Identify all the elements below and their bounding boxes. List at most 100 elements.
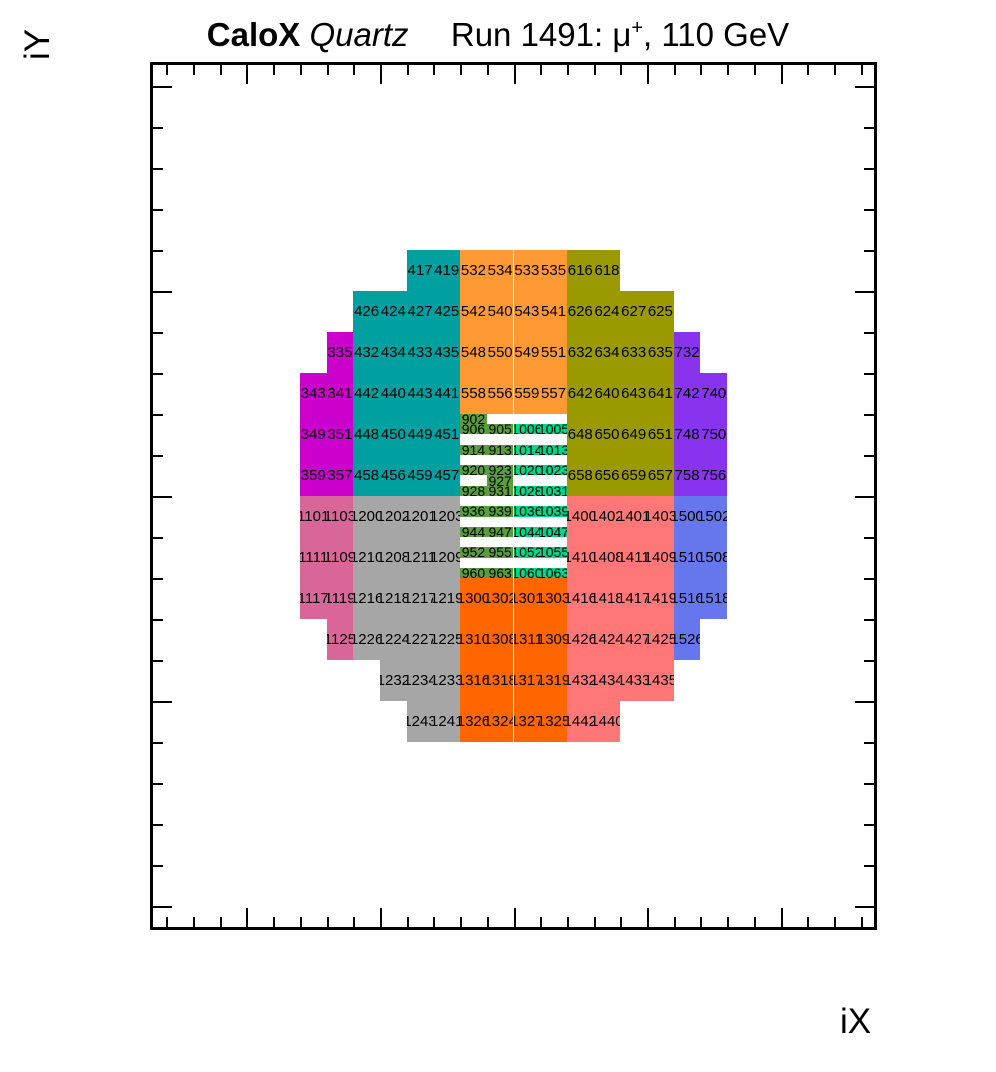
calo-cell-1013: 1013 xyxy=(540,444,567,455)
calo-cell-label: 635 xyxy=(647,343,673,361)
calo-cell-label: 1309 xyxy=(540,631,567,649)
calo-cell-label: 549 xyxy=(514,343,540,361)
calo-cell-1052: 1052 xyxy=(513,547,541,558)
calo-cell-955: 955 xyxy=(486,547,514,558)
axis-tick xyxy=(153,701,172,704)
calo-cell-920: 920 xyxy=(460,465,487,476)
calo-cell-label: 541 xyxy=(541,302,567,320)
axis-tick xyxy=(433,917,436,927)
axis-tick xyxy=(153,824,163,827)
calo-cell-1425: 1425 xyxy=(647,619,674,661)
axis-tick xyxy=(833,917,836,927)
calo-cell-label: 427 xyxy=(407,302,433,320)
calo-cell-label: 960 xyxy=(461,567,486,579)
axis-tick xyxy=(246,908,249,927)
calo-cell-357: 357 xyxy=(326,454,354,496)
calo-cell-657: 657 xyxy=(647,454,674,496)
calo-cell-1325: 1325 xyxy=(540,701,567,743)
calo-cell-1031: 1031 xyxy=(540,485,567,496)
calo-cell-label: 1410 xyxy=(566,549,594,567)
calo-cell-label: 1101 xyxy=(299,508,327,526)
axis-tick xyxy=(153,208,163,211)
axis-tick xyxy=(326,65,329,75)
calo-cell-1419: 1419 xyxy=(647,578,674,620)
calo-cell-1402: 1402 xyxy=(593,496,621,538)
calo-cell-1060: 1060 xyxy=(513,567,541,579)
calo-cell-label: 1510 xyxy=(673,549,701,567)
calo-cell-label: 551 xyxy=(541,343,567,361)
calo-cell-341: 341 xyxy=(326,372,354,414)
calo-cell-1516: 1516 xyxy=(673,578,701,620)
calo-cell-label: 939 xyxy=(488,506,512,517)
calo-cell-1243: 1243 xyxy=(406,701,434,743)
calo-cell-label: 649 xyxy=(621,425,647,443)
calo-cell-1302: 1302 xyxy=(486,578,514,620)
calo-cell-651: 651 xyxy=(647,413,674,455)
calo-cell-558: 558 xyxy=(460,372,487,414)
calo-cell-535: 535 xyxy=(540,249,567,291)
calo-cell-1109: 1109 xyxy=(326,537,354,579)
calo-cell-1233: 1233 xyxy=(433,660,461,702)
axis-tick xyxy=(620,65,623,75)
calo-cell-1518: 1518 xyxy=(700,578,728,620)
calo-cell-351: 351 xyxy=(326,413,354,455)
calo-cell-label: 742 xyxy=(674,384,700,402)
calo-cell-742: 742 xyxy=(673,372,701,414)
axis-tick xyxy=(864,126,874,129)
calo-cell-532: 532 xyxy=(460,249,487,291)
axis-tick xyxy=(513,908,516,927)
axis-tick xyxy=(153,578,163,581)
calo-cell-label: 1217 xyxy=(406,590,434,608)
calo-cell-label: 1203 xyxy=(433,508,461,526)
calo-cell-1308: 1308 xyxy=(486,619,514,661)
calo-cell-906: 906 xyxy=(460,424,487,435)
calo-cell-1039: 1039 xyxy=(540,506,567,517)
axis-tick xyxy=(647,65,650,84)
calo-cell-label: 1052 xyxy=(513,547,541,558)
calo-cell-1216: 1216 xyxy=(353,578,380,620)
calo-cell-label: 1227 xyxy=(406,631,434,649)
calo-cell-label: 1325 xyxy=(540,713,567,731)
axis-tick xyxy=(166,65,169,75)
calo-cell-label: 643 xyxy=(621,384,647,402)
title-charge: + xyxy=(631,17,644,39)
calo-cell-label: 632 xyxy=(567,343,593,361)
calo-cell-label: 1408 xyxy=(593,549,621,567)
axis-tick xyxy=(780,65,783,84)
axis-tick xyxy=(593,917,596,927)
axis-tick xyxy=(864,824,874,827)
calo-cell-960: 960 xyxy=(460,567,487,579)
calo-cell-label: 1036 xyxy=(513,506,541,517)
axis-tick xyxy=(153,496,172,498)
calo-cell-label: 357 xyxy=(327,466,353,484)
axis-tick xyxy=(864,742,874,745)
calo-cell-756: 756 xyxy=(700,454,728,496)
calo-cell-1217: 1217 xyxy=(406,578,434,620)
axis-tick xyxy=(540,65,543,75)
calo-cell-1410: 1410 xyxy=(566,537,594,579)
calo-cell-label: 756 xyxy=(701,466,727,484)
calo-cell-1301: 1301 xyxy=(513,578,541,620)
calo-cell-label: 1516 xyxy=(673,590,701,608)
axis-tick xyxy=(566,917,569,927)
calo-cell-label: 1103 xyxy=(326,508,354,526)
calo-cell-label: 440 xyxy=(380,384,406,402)
calo-cell-label: 556 xyxy=(487,384,513,402)
axis-tick xyxy=(219,65,222,75)
axis-tick xyxy=(753,65,756,75)
axis-tick xyxy=(780,908,783,927)
calo-cell-1036: 1036 xyxy=(513,506,541,517)
calo-cell-1103: 1103 xyxy=(326,496,354,538)
calo-cell-457: 457 xyxy=(433,454,461,496)
calo-cell-label: 351 xyxy=(327,425,353,443)
calo-cell-1111: 1111 xyxy=(299,537,327,579)
calo-cell-label: 1014 xyxy=(513,444,541,455)
calo-cell-349: 349 xyxy=(299,413,327,455)
axis-tick xyxy=(807,917,810,927)
axis-tick xyxy=(864,372,874,375)
axis-tick xyxy=(460,917,463,927)
calo-cell-1044: 1044 xyxy=(513,526,541,538)
calo-cell-label: 1311 xyxy=(513,631,541,649)
calo-cell-label: 1028 xyxy=(513,485,541,496)
calo-cell-label: 426 xyxy=(354,302,380,320)
